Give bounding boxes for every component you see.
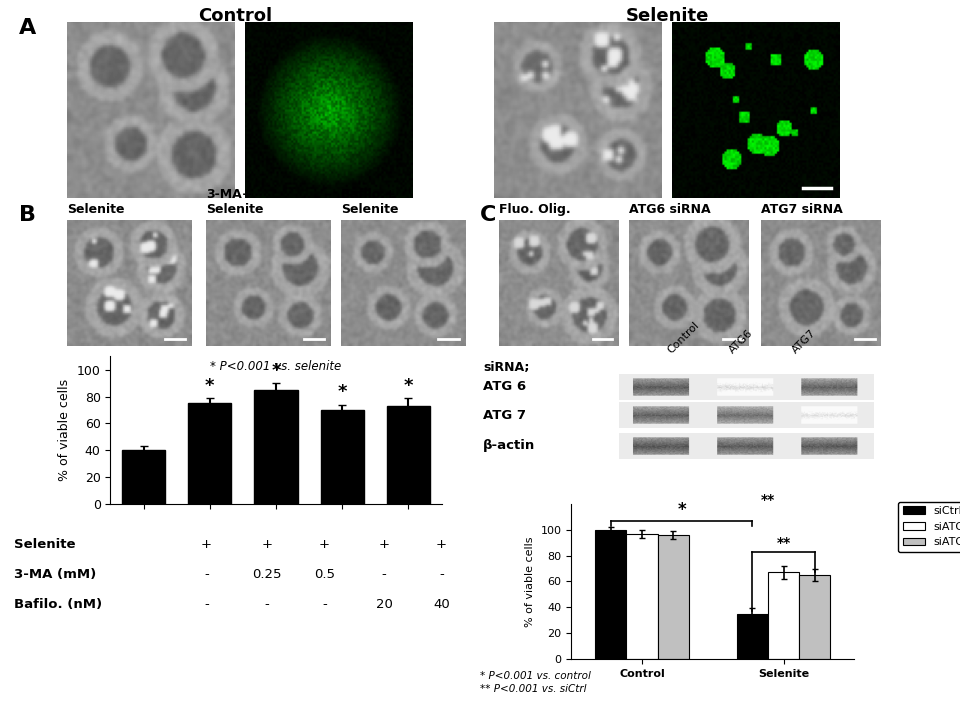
Y-axis label: % of viable cells: % of viable cells (525, 536, 535, 626)
Text: Selenite: Selenite (14, 538, 76, 551)
Text: +: + (319, 538, 330, 551)
Text: ATG 6: ATG 6 (483, 380, 526, 393)
Text: -: - (382, 568, 386, 581)
Bar (387, 406, 430, 504)
Text: β-actin: β-actin (483, 439, 535, 452)
Text: *: * (404, 377, 413, 395)
Text: *: * (678, 501, 686, 520)
Text: C: C (480, 205, 496, 225)
Bar (627, 534, 658, 659)
Text: 3-MA+
Selenite: 3-MA+ Selenite (206, 188, 264, 216)
Legend: siCtrl, siATG6, siATG7: siCtrl, siATG6, siATG7 (899, 502, 960, 552)
Bar (188, 403, 231, 504)
Text: **: ** (777, 536, 791, 550)
Bar (122, 450, 165, 504)
Bar (737, 613, 768, 659)
Text: -: - (440, 568, 444, 581)
Text: * P<0.001 vs. selenite: * P<0.001 vs. selenite (210, 361, 342, 374)
Bar (254, 390, 298, 504)
Text: -: - (204, 598, 208, 611)
Y-axis label: % of viable cells: % of viable cells (59, 379, 71, 481)
Text: *: * (272, 362, 280, 380)
Text: +: + (261, 538, 273, 551)
Text: Control: Control (198, 7, 273, 25)
Bar (595, 530, 627, 659)
Bar (799, 575, 830, 659)
Text: ATG 7: ATG 7 (483, 409, 526, 422)
Text: Fluo. Olig.: Fluo. Olig. (499, 203, 571, 216)
Text: Selenite: Selenite (626, 7, 708, 25)
Text: * P<0.001 vs. control: * P<0.001 vs. control (480, 671, 590, 681)
Text: -: - (204, 568, 208, 581)
Text: 0.25: 0.25 (252, 568, 281, 581)
Text: 40: 40 (433, 598, 450, 611)
Text: Selenite: Selenite (67, 203, 125, 216)
Text: -: - (265, 598, 269, 611)
Text: -: - (323, 598, 326, 611)
Bar (658, 535, 688, 659)
Bar (768, 572, 799, 659)
Text: ATG7: ATG7 (790, 328, 818, 356)
Text: Control: Control (665, 320, 701, 356)
Text: B: B (19, 205, 36, 225)
Text: +: + (201, 538, 212, 551)
Text: ATG6 siRNA: ATG6 siRNA (629, 203, 710, 216)
Text: 20: 20 (375, 598, 393, 611)
Text: ATG6: ATG6 (728, 328, 756, 356)
Text: ** P<0.001 vs. siCtrl: ** P<0.001 vs. siCtrl (480, 684, 587, 694)
Text: *: * (338, 383, 347, 401)
Text: +: + (436, 538, 447, 551)
Text: ATG7 siRNA: ATG7 siRNA (761, 203, 843, 216)
Text: 0.5: 0.5 (314, 568, 335, 581)
Text: *: * (205, 377, 214, 395)
Text: Bafilo. (nM): Bafilo. (nM) (14, 598, 103, 611)
Text: **: ** (761, 492, 775, 507)
Text: siRNA;: siRNA; (483, 361, 529, 374)
Text: +: + (378, 538, 390, 551)
Text: Bafilo.+
Selenite: Bafilo.+ Selenite (341, 188, 398, 216)
Bar (321, 410, 364, 504)
Text: A: A (19, 18, 36, 38)
Text: 3-MA (mM): 3-MA (mM) (14, 568, 97, 581)
